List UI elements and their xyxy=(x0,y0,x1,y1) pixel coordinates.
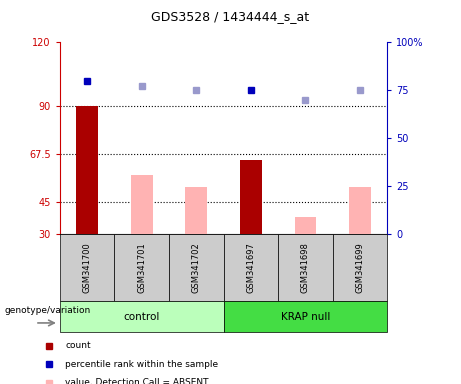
Bar xyxy=(114,234,169,301)
Bar xyxy=(224,234,278,301)
Bar xyxy=(349,187,371,234)
Text: GSM341702: GSM341702 xyxy=(192,242,201,293)
Bar xyxy=(224,301,387,332)
Bar xyxy=(333,234,387,301)
Text: KRAP null: KRAP null xyxy=(281,312,330,322)
Bar xyxy=(169,234,224,301)
Text: GSM341699: GSM341699 xyxy=(355,242,365,293)
Text: GSM341697: GSM341697 xyxy=(246,242,255,293)
Bar xyxy=(60,234,114,301)
Bar xyxy=(278,234,333,301)
Text: GDS3528 / 1434444_s_at: GDS3528 / 1434444_s_at xyxy=(151,10,310,23)
Text: count: count xyxy=(65,341,91,351)
Text: GSM341698: GSM341698 xyxy=(301,242,310,293)
Text: control: control xyxy=(124,312,160,322)
Text: GSM341700: GSM341700 xyxy=(83,242,92,293)
Text: value, Detection Call = ABSENT: value, Detection Call = ABSENT xyxy=(65,378,209,384)
Text: percentile rank within the sample: percentile rank within the sample xyxy=(65,360,219,369)
Text: genotype/variation: genotype/variation xyxy=(5,306,91,315)
Bar xyxy=(76,106,98,234)
Text: GSM341701: GSM341701 xyxy=(137,242,146,293)
Bar xyxy=(185,187,207,234)
Bar xyxy=(60,301,224,332)
Bar xyxy=(131,174,153,234)
Bar xyxy=(240,160,262,234)
Bar xyxy=(295,217,316,234)
